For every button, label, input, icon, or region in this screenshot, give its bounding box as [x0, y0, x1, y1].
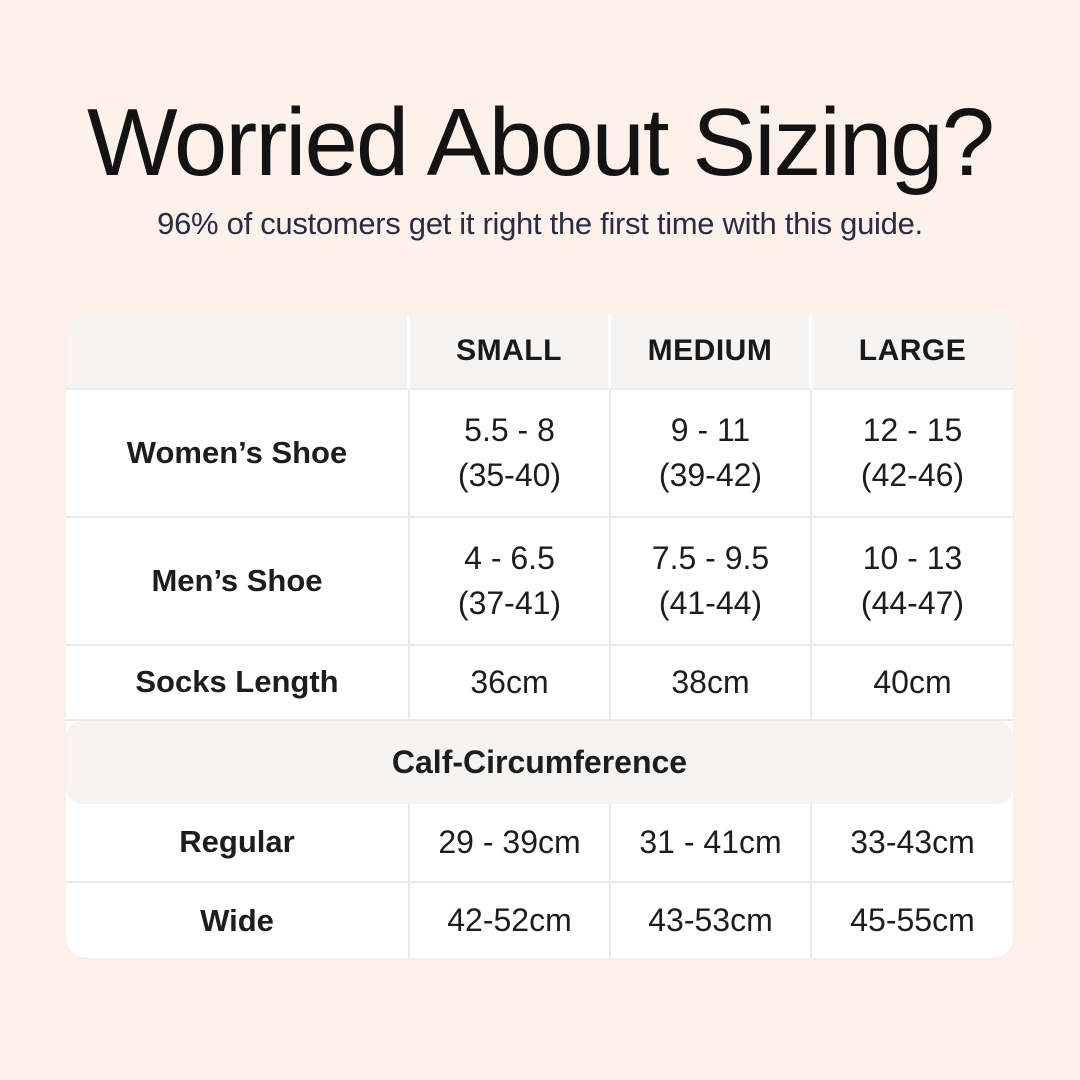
value-line: 9 - 11: [670, 411, 751, 448]
size-chart-table: SMALL MEDIUM LARGE Women’s Shoe 5.5 - 8 …: [66, 315, 1013, 958]
value-line: (35-40): [457, 457, 562, 493]
cell-mens-large: 10 - 13 (44-47): [812, 518, 1013, 646]
cell-wide-medium: 43-53cm: [611, 883, 812, 958]
cell-socks-medium: 38cm: [611, 646, 812, 721]
page-title: Worried About Sizing?: [86, 89, 995, 196]
header-cell-small: SMALL: [410, 315, 611, 390]
table-row-socks-length: Socks Length 36cm 38cm 40cm: [66, 646, 1013, 721]
row-label-socks-length: Socks Length: [66, 646, 410, 721]
table-section-row: Calf-Circumference: [66, 721, 1013, 804]
cell-socks-large: 40cm: [812, 646, 1013, 721]
row-label-womens-shoe: Women’s Shoe: [66, 390, 410, 518]
value-line: 4 - 6.5: [464, 539, 555, 576]
value-line: 10 - 13: [862, 539, 963, 576]
section-header-calf-circumference: Calf-Circumference: [66, 721, 1013, 804]
cell-regular-small: 29 - 39cm: [410, 804, 611, 883]
cell-regular-large: 33-43cm: [812, 804, 1013, 883]
value-line: 7.5 - 9.5: [651, 539, 770, 576]
cell-regular-medium: 31 - 41cm: [611, 804, 812, 883]
row-label-wide: Wide: [66, 883, 410, 958]
value-line: (42-46): [860, 457, 965, 493]
cell-mens-medium: 7.5 - 9.5 (41-44): [611, 518, 812, 646]
cell-womens-large: 12 - 15 (42-46): [812, 390, 1013, 518]
value-line: 5.5 - 8: [464, 411, 555, 448]
header-cell-large: LARGE: [812, 315, 1013, 390]
value-line: (41-44): [658, 585, 763, 621]
cell-wide-small: 42-52cm: [410, 883, 611, 958]
cell-womens-small: 5.5 - 8 (35-40): [410, 390, 611, 518]
cell-womens-medium: 9 - 11 (39-42): [611, 390, 812, 518]
header-cell-medium: MEDIUM: [611, 315, 812, 390]
table-row-wide: Wide 42-52cm 43-53cm 45-55cm: [66, 883, 1013, 958]
table-row-regular: Regular 29 - 39cm 31 - 41cm 33-43cm: [66, 804, 1013, 883]
cell-socks-small: 36cm: [410, 646, 611, 721]
row-label-regular: Regular: [66, 804, 410, 883]
header-cell-blank: [66, 315, 410, 390]
value-line: (44-47): [860, 585, 965, 621]
table-header-row: SMALL MEDIUM LARGE: [66, 315, 1013, 390]
value-line: (39-42): [658, 457, 763, 493]
page-subtitle: 96% of customers get it right the first …: [157, 206, 923, 241]
row-label-mens-shoe: Men’s Shoe: [66, 518, 410, 646]
cell-mens-small: 4 - 6.5 (37-41): [410, 518, 611, 646]
table-row-mens-shoe: Men’s Shoe 4 - 6.5 (37-41) 7.5 - 9.5 (41…: [66, 518, 1013, 646]
cell-wide-large: 45-55cm: [850, 902, 975, 939]
table-row-womens-shoe: Women’s Shoe 5.5 - 8 (35-40) 9 - 11 (39-…: [66, 390, 1013, 518]
value-line: (37-41): [457, 585, 562, 621]
value-line: 12 - 15: [862, 411, 963, 448]
